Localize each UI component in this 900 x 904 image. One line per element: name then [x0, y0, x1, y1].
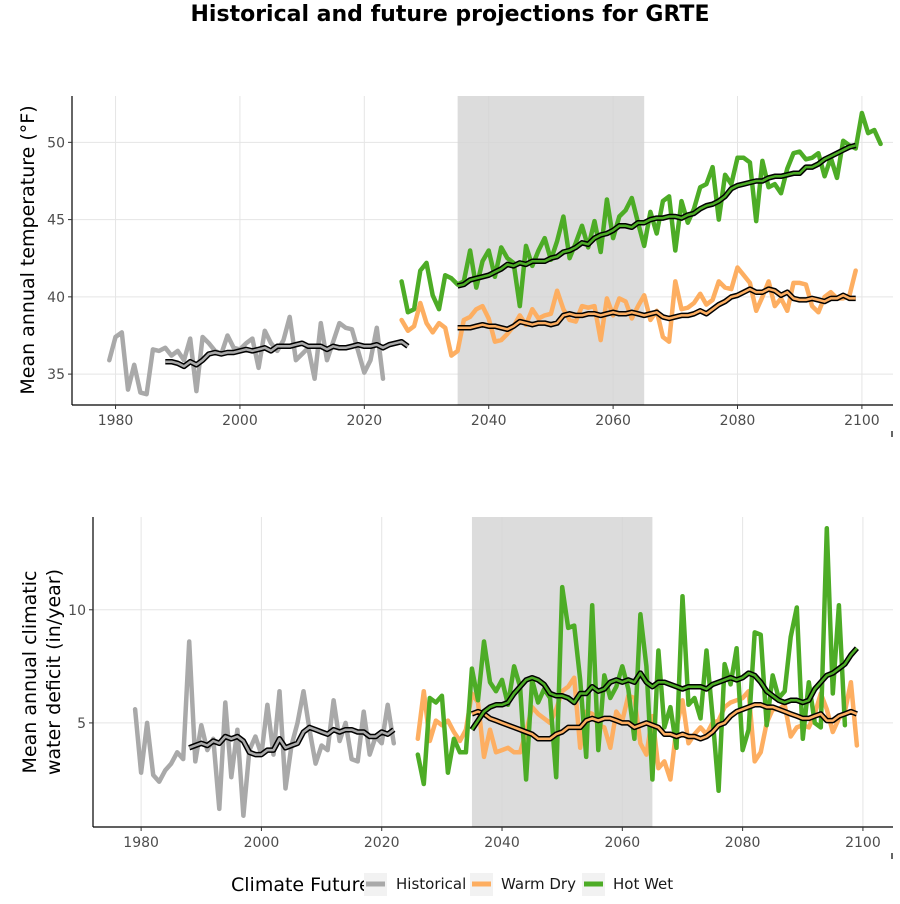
trend-line-historical: [188, 726, 395, 756]
series-line-historical: [107, 314, 386, 397]
y-tick-label: 10: [68, 603, 86, 619]
legend-item-hot-wet: Hot Wet: [582, 873, 673, 896]
trend-line-historical: [165, 340, 409, 368]
legend: Climate Future Historical Warm Dry Hot W…: [231, 873, 673, 896]
x-tick-label: 2000: [222, 413, 258, 429]
trend-line-hot-wet: [457, 144, 857, 288]
legend-label-historical: Historical: [396, 875, 466, 893]
y-axis-title: Mean annual climatic: [19, 571, 41, 774]
x-tick-label: 2060: [605, 835, 641, 851]
y-tick-label: 5: [77, 716, 86, 732]
y-axis-title: water deficit (in/year): [43, 569, 65, 775]
x-tick-label: 2020: [347, 413, 383, 429]
legend-label-warm-dry: Warm Dry: [501, 875, 576, 893]
x-tick-label: 2100: [845, 835, 881, 851]
x-tick-label: 2080: [725, 835, 761, 851]
chart-title: Historical and future projections for GR…: [191, 2, 710, 27]
x-tick-label: 2060: [595, 413, 631, 429]
y-tick-label: 40: [47, 290, 65, 306]
legend-item-historical: Historical: [364, 873, 466, 896]
legend-label-hot-wet: Hot Wet: [613, 875, 673, 893]
x-tick-label: 2000: [244, 835, 280, 851]
y-tick-label: 45: [47, 213, 65, 229]
y-axis-title: Mean annual temperature (°F): [17, 105, 39, 394]
temperature-panel: 1980 2000 2020 2040 2060 2080 2100 35 40 45 50 Mean…: [17, 96, 893, 437]
y-tick-label: 35: [47, 367, 65, 383]
x-tick-label: 2080: [720, 413, 756, 429]
series-line-warm-dry: [399, 265, 858, 358]
trend-line-warm-dry: [457, 287, 856, 331]
x-tick-label: 2040: [484, 835, 520, 851]
legend-title: Climate Future: [231, 874, 371, 896]
legend-item-warm-dry: Warm Dry: [470, 873, 576, 896]
x-tick-label: 1980: [98, 413, 134, 429]
x-tick-label: 2040: [471, 413, 507, 429]
series-line-hot-wet: [415, 526, 848, 794]
series-line-historical: [132, 639, 397, 818]
series-line-hot-wet: [399, 110, 883, 315]
x-tick-label: 2100: [844, 413, 880, 429]
x-tick-label: 2020: [364, 835, 400, 851]
trend-line-warm-dry: [471, 703, 858, 741]
y-tick-label: 50: [47, 135, 65, 151]
shaded-period: [457, 96, 645, 405]
x-tick-label: 1980: [123, 835, 159, 851]
trend-line-hot-wet: [470, 647, 858, 731]
water-deficit-panel: 1980 2000 2020 2040 2060 2080 2100 5 10 Mean annu…: [19, 517, 893, 859]
